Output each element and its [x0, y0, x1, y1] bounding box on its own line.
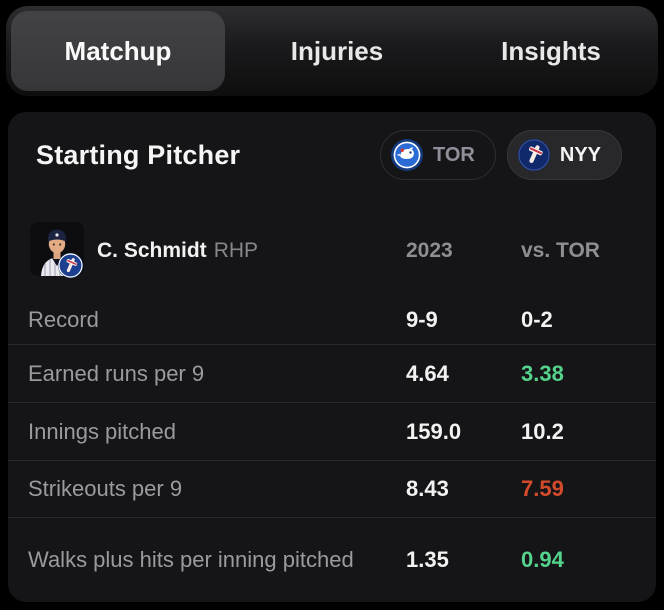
- stat-label: Walks plus hits per inning pitched: [28, 547, 354, 572]
- stat-row-whip: Walks plus hits per inning pitched 1.35 …: [8, 517, 656, 602]
- team-pill-tor-label: TOR: [433, 143, 475, 166]
- pitcher-handedness: RHP: [213, 239, 259, 262]
- section-title: Starting Pitcher: [36, 140, 241, 170]
- stat-row-era: Earned runs per 9 4.64 3.38: [8, 344, 656, 402]
- team-toggle: TOR NYY: [380, 130, 622, 180]
- tab-matchup[interactable]: Matchup: [11, 11, 225, 91]
- stat-label: Record: [28, 307, 99, 332]
- pitcher-name: C. Schmidt RHP: [97, 212, 258, 290]
- pitcher-avatar: [30, 222, 86, 278]
- stat-matchup-value: 0.94: [521, 547, 564, 572]
- stat-matchup-value: 0-2: [521, 307, 553, 332]
- stat-row-record: Record 9-9 0-2: [8, 296, 656, 344]
- blue-jays-logo-icon: [391, 139, 424, 171]
- tab-injuries[interactable]: Injuries: [230, 11, 444, 91]
- tab-insights[interactable]: Insights: [444, 11, 658, 91]
- yankees-badge-icon: [58, 253, 83, 278]
- yankees-logo-icon: [517, 139, 550, 171]
- stat-matchup-value: 7.59: [521, 476, 564, 501]
- team-pill-nyy[interactable]: NYY: [506, 130, 622, 180]
- stat-label: Strikeouts per 9: [28, 476, 183, 501]
- column-header-matchup: vs. TOR: [521, 239, 600, 262]
- stat-season-value: 4.64: [406, 360, 449, 386]
- pitcher-name-text: C. Schmidt: [97, 239, 207, 262]
- stat-season-value: 159.0: [406, 418, 462, 444]
- pitcher-stats-table: C. Schmidt RHP 2023 vs. TOR Record 9-9 0…: [8, 212, 656, 602]
- team-pill-nyy-label: NYY: [559, 143, 601, 166]
- column-header-season: 2023: [406, 239, 453, 262]
- stat-matchup-value: 10.2: [521, 418, 564, 444]
- stat-season-value: 8.43: [406, 476, 449, 501]
- tab-bar: Matchup Injuries Insights: [6, 6, 658, 96]
- stat-label: Innings pitched: [28, 418, 176, 444]
- stat-row-strikeouts: Strikeouts per 9 8.43 7.59: [8, 460, 656, 517]
- stat-season-value: 9-9: [406, 307, 438, 332]
- stat-season-value: 1.35: [406, 547, 449, 572]
- stat-label: Earned runs per 9: [28, 360, 205, 386]
- stat-matchup-value: 3.38: [521, 360, 564, 386]
- pitcher-header-row: C. Schmidt RHP 2023 vs. TOR: [8, 212, 656, 296]
- team-pill-tor[interactable]: TOR: [380, 130, 496, 180]
- stat-row-innings: Innings pitched 159.0 10.2: [8, 402, 656, 460]
- starting-pitcher-card: Starting Pitcher TOR: [8, 112, 656, 602]
